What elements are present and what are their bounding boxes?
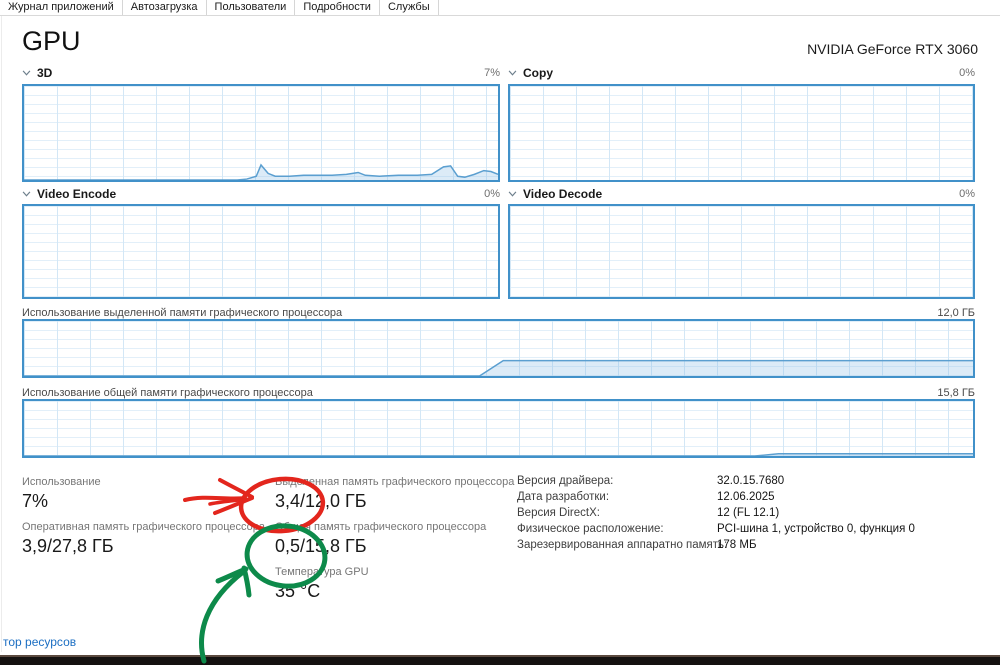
chevron-down-icon[interactable] bbox=[22, 70, 31, 76]
stat-label-utilization: Использование bbox=[22, 476, 101, 488]
detail-label: Версия драйвера: bbox=[517, 475, 614, 487]
stat-value-gpu-ram: 3,9/27,8 ГБ bbox=[22, 536, 114, 556]
detail-row-directx-version: Версия DirectX: 12 (FL 12.1) bbox=[517, 505, 915, 521]
chart-header-shared-memory: Использование общей памяти графического … bbox=[22, 385, 975, 401]
detail-row-physical-location: Физическое расположение: PCI-шина 1, уст… bbox=[517, 521, 915, 537]
chevron-down-icon[interactable] bbox=[508, 70, 517, 76]
chart-label-video-encode: Video Encode bbox=[37, 187, 117, 201]
page-title: GPU bbox=[22, 26, 81, 56]
tab-details[interactable]: Подробности bbox=[295, 0, 380, 15]
green-arrow-shaft bbox=[199, 569, 246, 664]
red-arrow-shaft-2 bbox=[208, 498, 241, 506]
tab-app-history[interactable]: Журнал приложений bbox=[0, 0, 123, 15]
chart-value-video-encode: 0% bbox=[484, 188, 500, 200]
detail-value: 178 МБ bbox=[717, 539, 757, 551]
chart-label-3d: 3D bbox=[37, 66, 53, 80]
stat-label-gpu-temperature: Температура GPU bbox=[275, 566, 369, 578]
detail-row-driver-version: Версия драйвера: 32.0.15.7680 bbox=[517, 473, 915, 489]
stat-value-shared-memory: 0,5/15,8 ГБ bbox=[275, 536, 367, 556]
chart-max-dedicated-memory: 12,0 ГБ bbox=[937, 307, 975, 319]
detail-label: Дата разработки: bbox=[517, 491, 610, 503]
detail-value: 12.06.2025 bbox=[717, 491, 775, 503]
chart-value-3d: 7% bbox=[484, 67, 500, 79]
chevron-down-icon[interactable] bbox=[22, 191, 31, 197]
chart-header-3d: 3D 7% bbox=[22, 65, 500, 81]
tab-users[interactable]: Пользователи bbox=[207, 0, 296, 15]
chart-video-decode bbox=[508, 204, 975, 299]
chart-dedicated-memory bbox=[22, 319, 975, 378]
stat-value-gpu-temperature: 35 °C bbox=[275, 581, 321, 601]
resource-monitor-link[interactable]: тор ресурсов bbox=[3, 635, 77, 649]
chevron-down-icon[interactable] bbox=[508, 191, 517, 197]
chart-video-encode bbox=[22, 204, 500, 299]
detail-row-reserved-memory: Зарезервированная аппаратно память: 178 … bbox=[517, 537, 915, 553]
detail-label: Зарезервированная аппаратно память: bbox=[517, 539, 728, 551]
gpu-details-list: Версия драйвера: 32.0.15.7680 Дата разра… bbox=[517, 473, 915, 553]
green-arrowhead-right bbox=[241, 565, 252, 598]
chart-max-shared-memory: 15,8 ГБ bbox=[937, 387, 975, 399]
chart-label-video-decode: Video Decode bbox=[523, 187, 603, 201]
detail-label: Версия DirectX: bbox=[517, 507, 600, 519]
chart-3d bbox=[22, 84, 500, 182]
red-arrow-shaft bbox=[183, 495, 247, 502]
chart-value-video-decode: 0% bbox=[959, 188, 975, 200]
tab-startup[interactable]: Автозагрузка bbox=[123, 0, 207, 15]
chart-value-copy: 0% bbox=[959, 67, 975, 79]
green-arrowhead-left bbox=[215, 566, 249, 584]
red-arrowhead-bottom bbox=[213, 496, 254, 515]
stat-value-dedicated-memory: 3,4/12,0 ГБ bbox=[275, 491, 367, 511]
detail-label: Физическое расположение: bbox=[517, 523, 664, 535]
chart-header-dedicated-memory: Использование выделенной памяти графичес… bbox=[22, 305, 975, 321]
red-arrowhead-top bbox=[218, 478, 254, 499]
detail-value: PCI-шина 1, устройство 0, функция 0 bbox=[717, 523, 915, 535]
stat-value-utilization: 7% bbox=[22, 491, 49, 511]
taskbar-strip bbox=[0, 655, 1000, 665]
chart-header-video-encode: Video Encode 0% bbox=[22, 186, 500, 202]
tab-services[interactable]: Службы bbox=[380, 0, 439, 15]
detail-value: 32.0.15.7680 bbox=[717, 475, 785, 487]
stat-label-shared-memory: Общая память графического процессора bbox=[275, 521, 487, 533]
chart-header-copy: Copy 0% bbox=[508, 65, 975, 81]
detail-row-driver-date: Дата разработки: 12.06.2025 bbox=[517, 489, 915, 505]
gpu-device-name: NVIDIA GeForce RTX 3060 bbox=[807, 41, 978, 57]
chart-label-dedicated-memory: Использование выделенной памяти графичес… bbox=[22, 307, 343, 319]
stat-label-dedicated-memory: Выделенная память графического процессор… bbox=[275, 476, 515, 488]
chart-header-video-decode: Video Decode 0% bbox=[508, 186, 975, 202]
chart-label-copy: Copy bbox=[523, 66, 553, 80]
stat-label-gpu-ram: Оперативная память графического процессо… bbox=[22, 521, 266, 533]
chart-copy bbox=[508, 84, 975, 182]
chart-shared-memory bbox=[22, 399, 975, 458]
chart-label-shared-memory: Использование общей памяти графического … bbox=[22, 387, 313, 399]
detail-value: 12 (FL 12.1) bbox=[717, 507, 780, 519]
pane-left-edge bbox=[1, 16, 2, 652]
tab-bar: Журнал приложений Автозагрузка Пользоват… bbox=[0, 0, 1000, 16]
